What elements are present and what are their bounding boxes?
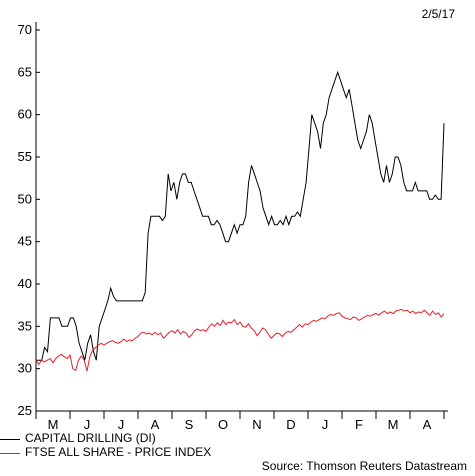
series-lines [35,70,445,372]
y-tick-label: 60 [18,107,32,122]
x-tick-label: N [252,417,261,432]
x-tick-label: F [355,417,363,432]
x-tick-label: A [423,417,432,432]
y-tick-label: 30 [18,361,32,376]
x-tick-label: D [286,417,295,432]
y-tick-label: 65 [18,64,32,79]
x-tick-label: S [185,417,194,432]
series-line-ftse-all-share [35,308,445,372]
y-tick-label: 40 [18,276,32,291]
date-label: 2/5/17 [421,7,455,21]
legend-item-ftse: FTSE ALL SHARE - PRICE INDEX [0,445,240,459]
y-tick-label: 50 [18,191,32,206]
x-tick-label: J [322,417,329,432]
y-tick-label: 25 [18,403,32,418]
x-tick-label: M [48,417,59,432]
x-tick-label: J [84,417,91,432]
legend-swatch-red [0,453,20,454]
y-tick-label: 70 [18,22,32,37]
series-line-capital-drilling [36,70,445,361]
legend-label: FTSE ALL SHARE - PRICE INDEX [25,445,212,459]
y-tick-label: 55 [18,149,32,164]
y-axis: 25 30 35 40 45 50 55 60 65 70 [18,22,40,418]
x-tick-label: A [151,417,160,432]
x-tick-label: M [388,417,399,432]
y-tick-label: 45 [18,234,32,249]
legend-label: CAPITAL DRILLING (DI) [25,431,156,445]
x-tick-label: J [118,417,125,432]
x-tick-label: O [218,417,228,432]
legend-item-capital-drilling: CAPITAL DRILLING (DI) [0,431,200,445]
y-tick-label: 35 [18,318,32,333]
source-label: Source: Thomson Reuters Datastream [261,459,467,473]
legend-swatch-black [0,439,20,440]
